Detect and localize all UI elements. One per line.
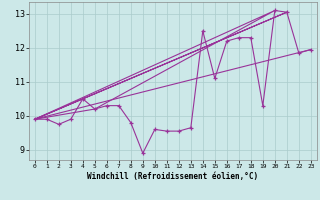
X-axis label: Windchill (Refroidissement éolien,°C): Windchill (Refroidissement éolien,°C): [87, 172, 258, 181]
